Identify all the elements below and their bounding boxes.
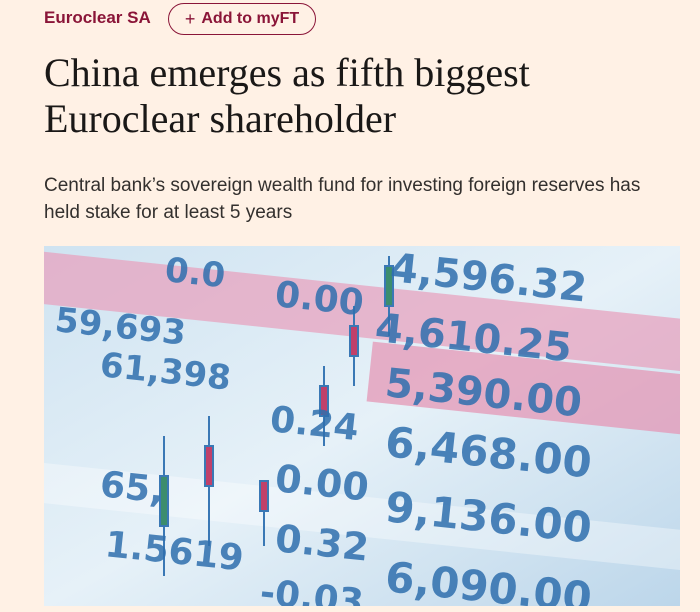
image-stripes	[44, 249, 680, 574]
candlesticks	[159, 256, 394, 576]
image-number: 0.32	[273, 516, 371, 570]
image-number: 0.0	[163, 250, 227, 296]
image-number: 0.00	[273, 456, 371, 510]
plus-icon: +	[184, 8, 196, 29]
topic-link[interactable]: Euroclear SA	[44, 8, 151, 27]
image-number: 0.00	[273, 274, 366, 324]
image-number: 65,	[98, 464, 166, 511]
image-number: 0.24	[268, 399, 361, 449]
add-to-myft-button[interactable]: + Add to myFT	[168, 3, 316, 35]
standfirst: Central bank’s sovereign wealth fund for…	[44, 175, 641, 223]
headline: China emerges as fifth biggest Euroclear…	[44, 50, 530, 141]
button-label: Add to myFT	[201, 10, 300, 27]
